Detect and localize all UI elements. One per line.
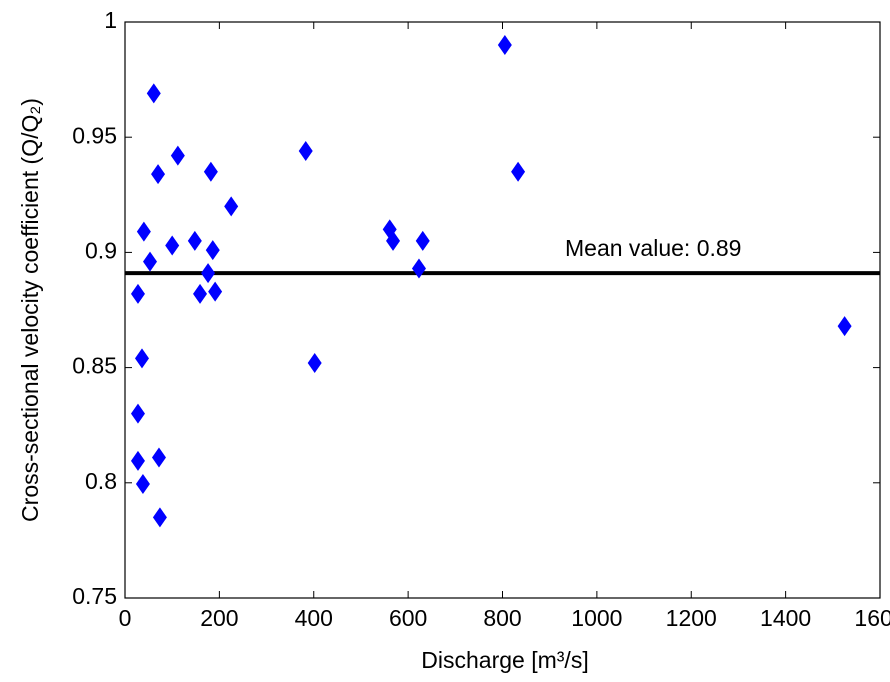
x-tick-label: 400 bbox=[295, 605, 333, 631]
point bbox=[165, 235, 180, 256]
point bbox=[205, 240, 220, 261]
point bbox=[151, 447, 166, 468]
point bbox=[135, 473, 150, 494]
point bbox=[151, 164, 166, 185]
x-axis-label: Discharge [m³/s] bbox=[421, 647, 588, 673]
x-tick-label: 200 bbox=[200, 605, 238, 631]
point bbox=[130, 403, 145, 424]
y-tick-label: 0.85 bbox=[72, 353, 117, 379]
point bbox=[307, 352, 322, 373]
point bbox=[201, 263, 216, 284]
y-tick-label: 0.9 bbox=[85, 237, 117, 263]
point bbox=[511, 161, 526, 182]
point bbox=[203, 161, 218, 182]
point bbox=[837, 316, 852, 337]
x-tick-label: 1400 bbox=[760, 605, 811, 631]
y-tick-label: 0.75 bbox=[72, 583, 117, 609]
x-tick-label: 1200 bbox=[666, 605, 717, 631]
point bbox=[152, 507, 167, 528]
point bbox=[224, 196, 239, 217]
point bbox=[170, 145, 185, 166]
point bbox=[136, 221, 151, 242]
y-axis-label: Cross-sectional velocity coefficient (Q/… bbox=[17, 98, 43, 522]
point bbox=[415, 230, 430, 251]
point bbox=[497, 35, 512, 56]
point bbox=[146, 83, 161, 104]
point bbox=[298, 141, 313, 162]
point bbox=[208, 281, 223, 302]
point bbox=[411, 258, 426, 279]
point bbox=[187, 230, 202, 251]
x-tick-label: 1000 bbox=[571, 605, 622, 631]
x-tick-label: 0 bbox=[119, 605, 132, 631]
x-tick-label: 800 bbox=[483, 605, 521, 631]
point bbox=[386, 230, 401, 251]
point bbox=[143, 251, 158, 272]
point bbox=[193, 283, 208, 304]
y-tick-label: 0.8 bbox=[85, 468, 117, 494]
plot-frame bbox=[124, 21, 881, 599]
point bbox=[130, 450, 145, 471]
y-tick-label: 0.95 bbox=[72, 122, 117, 148]
y-tick-label: 1 bbox=[104, 7, 117, 33]
x-tick-label: 600 bbox=[389, 605, 427, 631]
point bbox=[130, 283, 145, 304]
mean-annotation: Mean value: 0.89 bbox=[565, 235, 741, 261]
point bbox=[134, 348, 149, 369]
